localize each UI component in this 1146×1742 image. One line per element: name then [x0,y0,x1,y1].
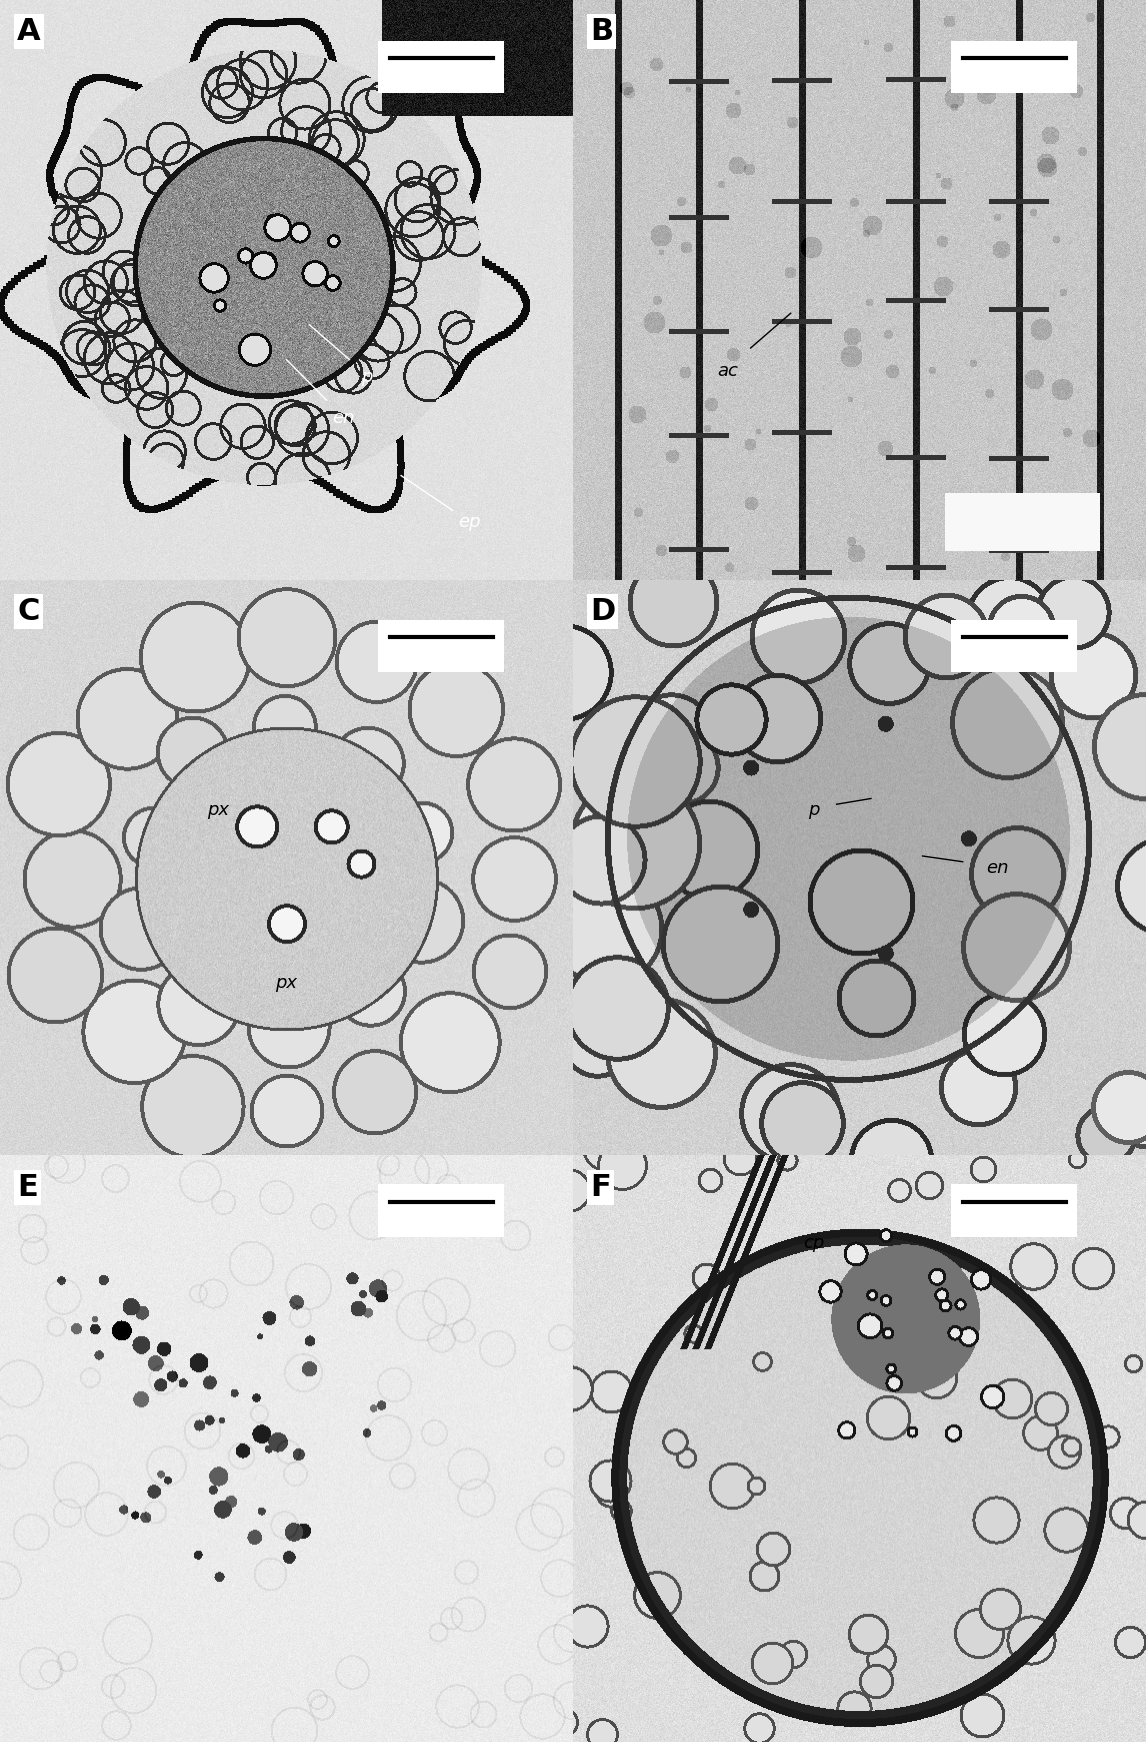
FancyBboxPatch shape [378,1185,504,1237]
Text: p: p [808,801,819,819]
Text: px: px [206,801,229,819]
FancyBboxPatch shape [378,40,504,92]
Text: en: en [332,409,355,427]
FancyBboxPatch shape [951,40,1077,92]
Text: p: p [361,368,372,387]
Text: A: A [17,17,41,47]
Text: px: px [275,974,298,991]
Text: ep: ep [458,512,481,531]
FancyBboxPatch shape [378,620,504,672]
Text: D: D [590,598,615,627]
Text: ac: ac [717,362,738,380]
FancyBboxPatch shape [951,620,1077,672]
Text: C: C [17,598,40,627]
Text: en: en [986,859,1008,876]
Text: F: F [590,1172,611,1202]
FancyBboxPatch shape [951,1185,1077,1237]
Text: B: B [590,17,613,47]
Text: cp: cp [803,1233,824,1252]
Text: E: E [17,1172,38,1202]
